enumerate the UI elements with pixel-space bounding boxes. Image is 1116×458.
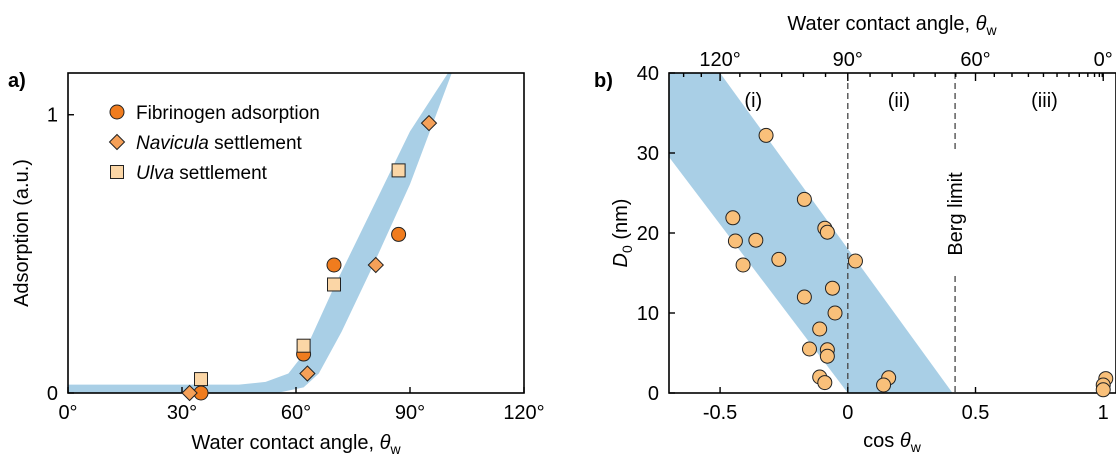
panel-a-legend-entry: Fibrinogen adsorption — [136, 103, 320, 124]
berg-limit-label: Berg limit — [945, 172, 967, 256]
panel-a-point — [327, 277, 341, 292]
panel-a-x-tick-label: 60° — [281, 402, 311, 424]
panel-b-x-axis-label: cos θw — [863, 430, 922, 455]
panel-a-point — [420, 114, 438, 132]
panel-b-point — [812, 321, 828, 337]
panel-b-band — [669, 73, 953, 393]
panel-a-x-tick-label: 30° — [167, 402, 197, 424]
panel-a-y-tick-label: 0 — [47, 383, 58, 405]
panel-b-point — [1095, 382, 1111, 398]
panel-b-points — [725, 127, 1114, 398]
panel-b-top-tick-label: 120° — [699, 49, 740, 71]
panel-a-x-axis-label: Water contact angle, θw — [191, 432, 401, 457]
panel-a-points — [181, 114, 438, 402]
panel-a-x-tick-label: 120° — [503, 402, 544, 424]
panel-a-x-tick-label: 0° — [58, 402, 77, 424]
panel-b-top-tick-label: 60° — [960, 49, 990, 71]
panel-a-point — [326, 257, 342, 273]
panel-b-point — [748, 232, 764, 248]
panel-b-y-tick-label: 10 — [637, 303, 659, 325]
panel-b-label: b) — [594, 70, 613, 92]
panel-b-x-tick-label: 0.5 — [962, 402, 990, 424]
panel-a-point — [391, 226, 407, 242]
panel-b-y-tick-label: 20 — [637, 223, 659, 245]
panel-b-point — [819, 224, 835, 240]
panel-b-point — [735, 257, 751, 273]
panel-b-region-labels: (i) (ii) (iii) — [744, 90, 1057, 112]
panel-b-point — [847, 253, 863, 269]
panel-b-point — [827, 305, 843, 321]
panel-b-vertical-lines: Berg limit — [847, 73, 967, 393]
panel-a-y-axis-label: Adsorption (a.u.) — [11, 159, 33, 307]
panel-b-point — [725, 210, 741, 226]
panel-b-x-tick-label: -0.5 — [703, 402, 737, 424]
panel-a: a) 0° 30° 60° 90° 120° 0 1 Fibrinogen adsorpti… — [8, 70, 545, 457]
panel-b-point — [796, 191, 812, 207]
panel-a-legend-marker — [109, 104, 125, 120]
panel-a-legend-marker — [108, 133, 126, 151]
panel-b-y-tick-label: 40 — [637, 63, 659, 85]
panel-b-point — [801, 341, 817, 357]
panel-b-y-tick-label: 0 — [648, 383, 659, 405]
panel-b-axes-frame — [668, 72, 1116, 394]
panel-b: b) Berg limit (i) (ii) (iii) -0.5 0 0.5 10102… — [594, 13, 1116, 455]
panel-a-axes-frame — [67, 72, 525, 394]
panel-a-ticks: 0° 30° 60° 90° 120° 0 1 — [47, 105, 545, 424]
panel-b-top-axis-label: Water contact angle, θw — [787, 13, 997, 38]
panel-b-point — [727, 233, 743, 249]
panel-b-band-layer — [669, 73, 953, 393]
panel-b-point — [796, 289, 812, 305]
panel-a-point — [367, 256, 385, 274]
panel-a-legend-marker — [110, 165, 124, 179]
panel-a-legend-entry: Navicula settlement — [136, 133, 303, 154]
panel-a-point — [181, 384, 198, 402]
panel-a-legend-entry: Ulva settlement — [136, 163, 268, 184]
panel-a-point — [391, 163, 406, 178]
panel-b-x-tick-label: 0 — [842, 402, 853, 424]
panel-b-top-tick-label: 90° — [833, 49, 863, 71]
panel-a-point — [194, 372, 208, 387]
panel-a-point — [296, 338, 311, 353]
panel-b-y-tick-label: 30 — [637, 143, 659, 165]
panel-a-point — [299, 365, 316, 382]
panel-a-band-layer — [68, 73, 452, 393]
panel-b-point — [771, 251, 787, 267]
panel-a-legend: Fibrinogen adsorption Navicula settlement… — [108, 103, 320, 184]
panel-b-point — [817, 375, 833, 391]
panel-b-point — [758, 127, 774, 143]
panel-a-x-tick-label: 90° — [395, 402, 425, 424]
panel-b-y-axis-label: D0 (nm) — [610, 199, 635, 268]
panel-b-point — [824, 280, 840, 296]
panel-a-band — [68, 73, 452, 393]
region-label: (iii) — [1031, 90, 1058, 112]
panel-b-top-tick-label: 0° — [1094, 49, 1113, 71]
panel-b-x-tick-label: 1 — [1098, 402, 1109, 424]
region-label: (i) — [744, 90, 762, 112]
panel-a-label: a) — [8, 70, 26, 92]
panel-b-point — [876, 377, 892, 393]
panel-a-y-tick-label: 1 — [47, 105, 58, 127]
region-label: (ii) — [888, 90, 910, 112]
panel-b-point — [819, 348, 835, 364]
